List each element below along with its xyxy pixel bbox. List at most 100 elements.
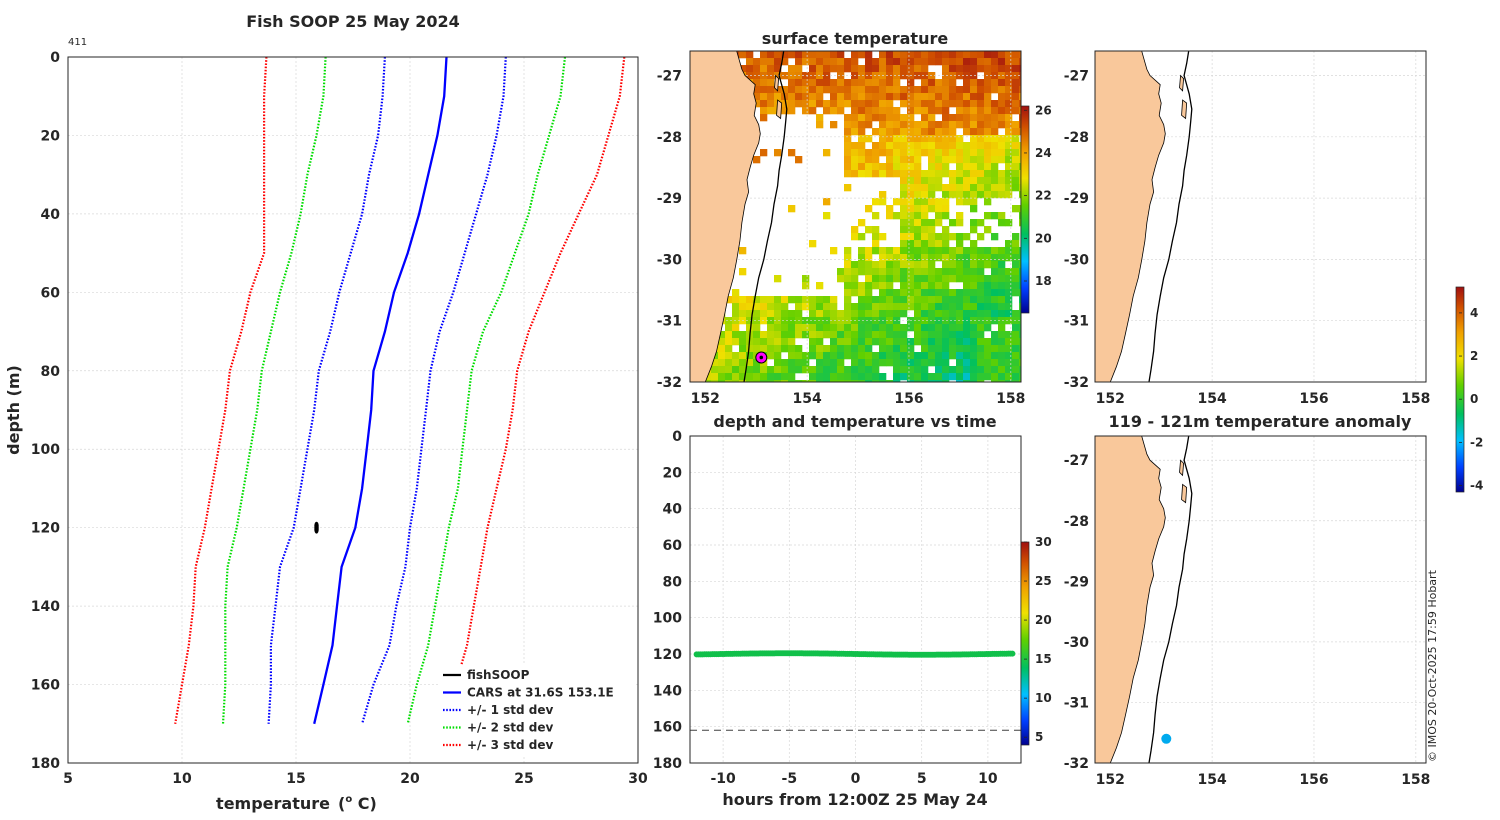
sst-cell [753, 345, 761, 353]
sst-cell [949, 275, 957, 283]
sst-cell [858, 128, 866, 136]
sst-cell [858, 135, 866, 143]
sst-cell [907, 128, 915, 136]
sst-cell [837, 93, 845, 101]
sst-cell [1012, 163, 1020, 171]
sst-cell [907, 345, 915, 353]
sst-cell [928, 163, 936, 171]
sst-cell [802, 100, 810, 108]
sst-cell [998, 177, 1006, 185]
sst-cell [865, 366, 873, 374]
sst-cell [893, 93, 901, 101]
sst-cell [802, 366, 810, 374]
sst-cell [851, 58, 859, 66]
sst-cell [900, 338, 908, 346]
sst-cell [928, 268, 936, 276]
sst-cell [732, 359, 740, 367]
sst-cell [977, 191, 985, 199]
sst-cell [1019, 275, 1021, 283]
sst-cell [914, 107, 922, 115]
sst-cell [830, 58, 838, 66]
sst-cell [879, 310, 887, 318]
sst-cell [991, 233, 999, 241]
sst-cell [823, 373, 831, 381]
sst-cell [711, 380, 719, 382]
sst-cell [774, 65, 782, 73]
sst-cell [851, 233, 859, 241]
sst-cell [872, 282, 880, 290]
sst-cell [865, 58, 873, 66]
sst-cell [893, 51, 901, 59]
sst-cell [781, 58, 789, 66]
sst-cell [970, 142, 978, 150]
legend-box [438, 665, 636, 757]
anomaly-island [1181, 483, 1188, 504]
sst-cell [844, 121, 852, 129]
sst-cell [914, 233, 922, 241]
sst-cell [753, 86, 761, 94]
sst-cell [760, 51, 768, 59]
sst-cell [858, 352, 866, 360]
sst-cell [998, 58, 1006, 66]
sst-cell [844, 156, 852, 164]
sst-cell [1012, 107, 1020, 115]
sst-cell [984, 247, 992, 255]
sst-cell [830, 373, 838, 381]
sst-cell [830, 121, 838, 129]
profile-ytick: 180 [31, 756, 60, 772]
sst-cell [837, 86, 845, 94]
sst-cell [851, 331, 859, 339]
profile-xlabel: temperature [216, 794, 330, 813]
profile-fishsoop-point [314, 525, 319, 534]
sst-cell [732, 338, 740, 346]
sst-cell [1005, 163, 1013, 171]
empty-map-xtick: 158 [1401, 391, 1430, 407]
sst-cell [879, 282, 887, 290]
sst-cell [774, 324, 782, 332]
profile-series-line [221, 57, 327, 724]
sst-cell [781, 51, 789, 59]
sst-cell [942, 268, 950, 276]
sst-cell [760, 114, 768, 122]
sst-cell [746, 72, 754, 80]
profile-xtick: 20 [400, 771, 420, 787]
sst-cell [865, 226, 873, 234]
sst-cell [998, 191, 1006, 199]
sst-cell [935, 100, 943, 108]
sst-cell [725, 338, 733, 346]
sst-cell [1005, 380, 1013, 382]
sst-cell [809, 86, 817, 94]
sst-cell [998, 247, 1006, 255]
sst-cell [809, 240, 817, 248]
sst-cell [767, 58, 775, 66]
sst-cell [970, 289, 978, 297]
sst-cell [760, 331, 768, 339]
sst-cell [991, 275, 999, 283]
sst-cell [886, 303, 894, 311]
sst-cell [963, 303, 971, 311]
sst-cell [816, 303, 824, 311]
sst-cell [823, 296, 831, 304]
sst-cell [872, 170, 880, 178]
sst-cell [928, 303, 936, 311]
anomaly-title: 119 - 121m temperature anomaly [1109, 412, 1412, 431]
sst-cell [732, 324, 740, 332]
sst-cell [963, 261, 971, 269]
sst-cell [942, 303, 950, 311]
sst-cell [858, 107, 866, 115]
sst-cell [886, 247, 894, 255]
sst-marker [755, 351, 768, 364]
sst-cell [767, 373, 775, 381]
sst-cell [893, 373, 901, 381]
sst-cell [816, 366, 824, 374]
sst-cell [914, 156, 922, 164]
sst-cell [739, 352, 747, 360]
sst-cell [900, 240, 908, 248]
sst-cell [970, 268, 978, 276]
sst-cell [949, 338, 957, 346]
sst-cell [879, 191, 887, 199]
sst-cell [914, 191, 922, 199]
sst-cell [760, 296, 768, 304]
empty-map-coast [1095, 51, 1193, 382]
sst-cell [851, 93, 859, 101]
